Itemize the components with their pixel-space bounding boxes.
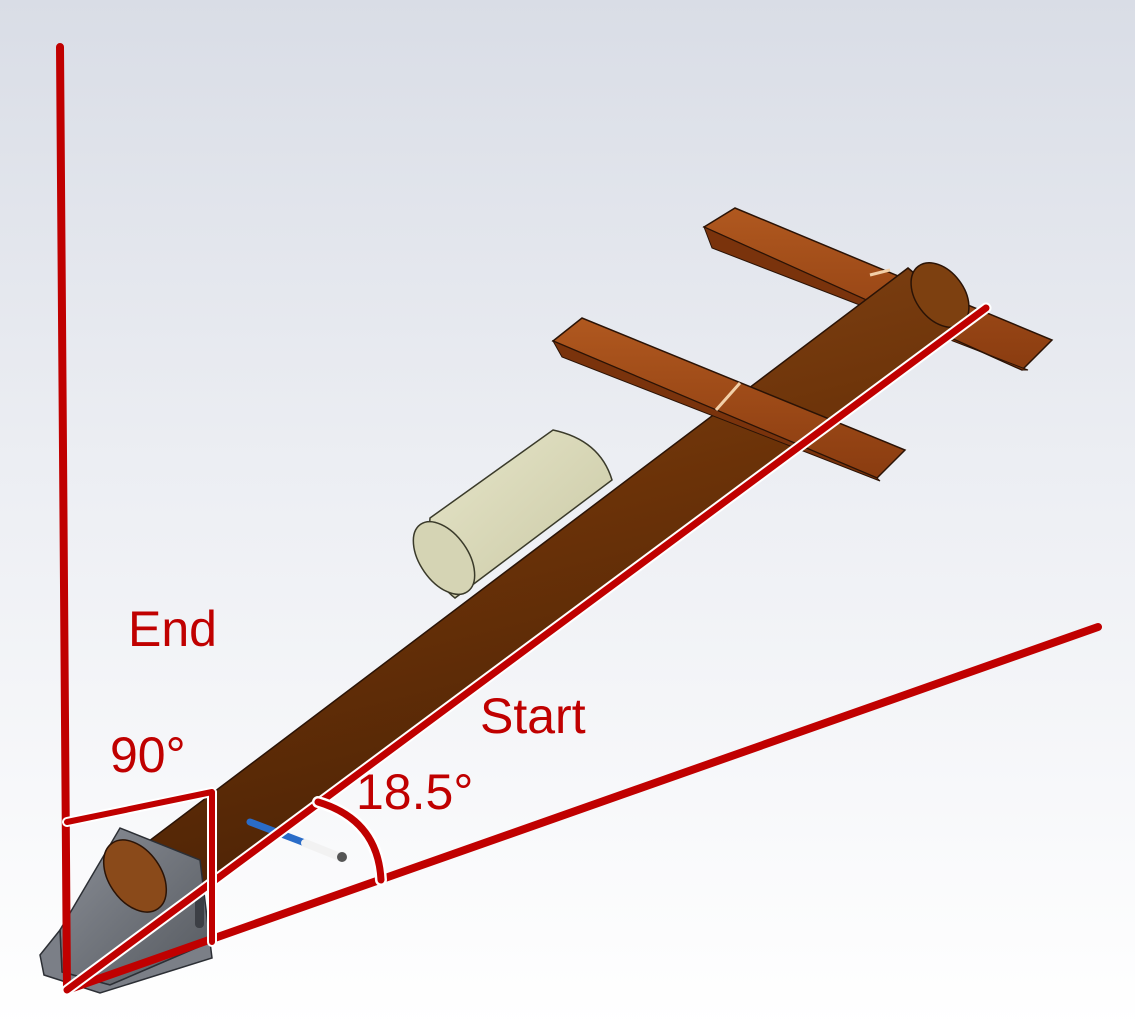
- main-pipe: [106, 262, 972, 907]
- cylinder-payload: [412, 429, 613, 599]
- angle-annotations: [56, 43, 1102, 996]
- start-label: Start: [480, 688, 586, 744]
- end-label: End: [128, 601, 217, 657]
- launch-angle-label: 18.5°: [356, 764, 473, 820]
- right-angle-label: 90°: [110, 727, 186, 783]
- ground-reference-line: [63, 623, 1102, 994]
- vertical-reference-line: [56, 43, 71, 994]
